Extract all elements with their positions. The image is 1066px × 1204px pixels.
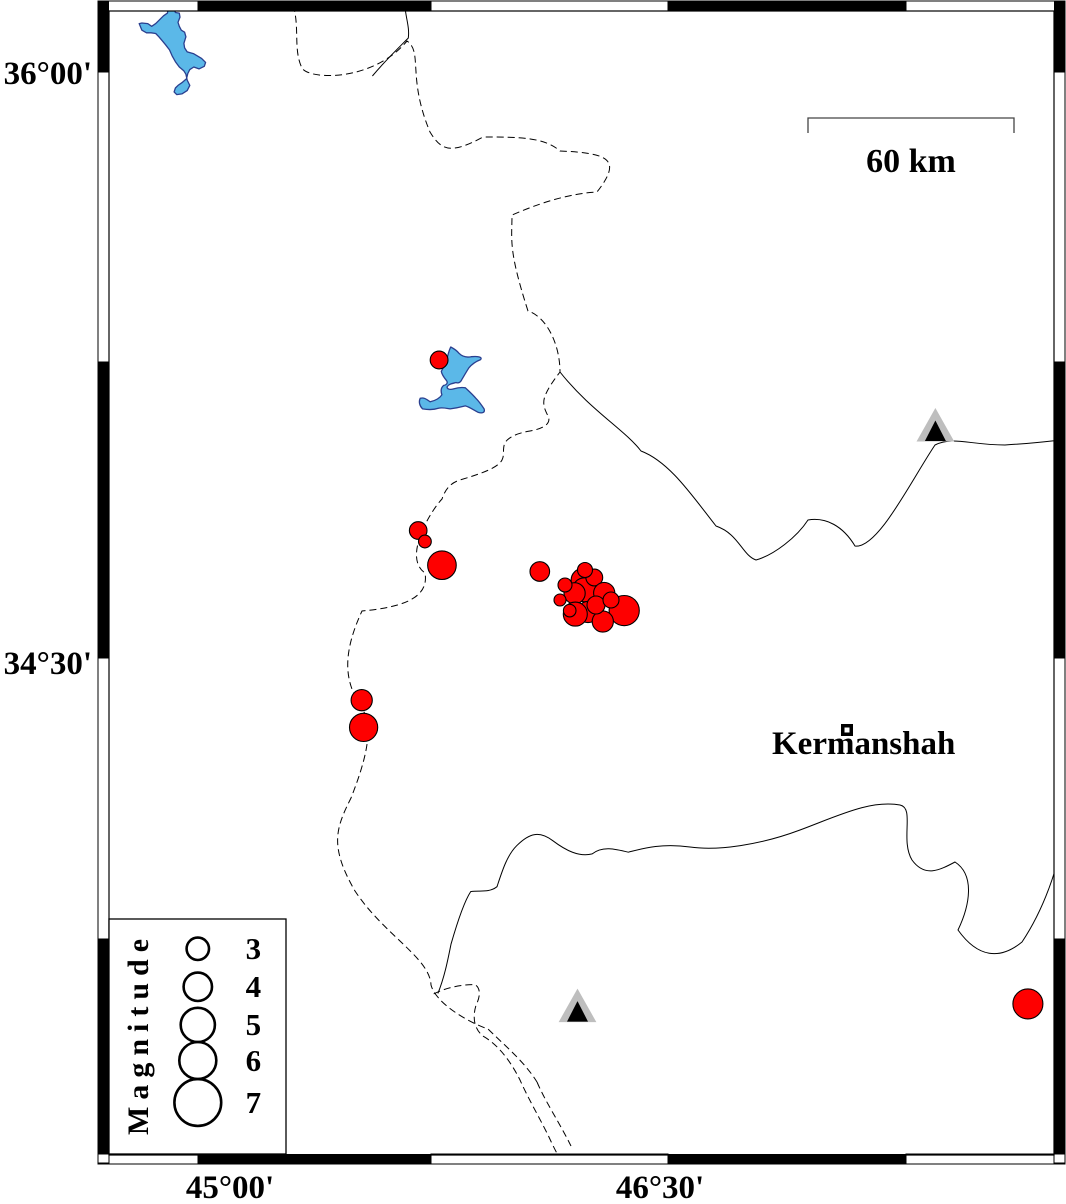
svg-text:46°30': 46°30' [616, 1170, 704, 1204]
svg-text:7: 7 [246, 1085, 262, 1120]
svg-text:36°00': 36°00' [4, 56, 92, 92]
svg-text:4: 4 [246, 969, 262, 1004]
svg-text:60 km: 60 km [866, 143, 956, 180]
svg-text:5: 5 [246, 1007, 262, 1042]
svg-text:Kermanshah: Kermanshah [772, 726, 955, 762]
svg-text:3: 3 [246, 931, 262, 966]
svg-text:34°30': 34°30' [4, 646, 92, 682]
svg-text:45°00': 45°00' [186, 1170, 274, 1204]
svg-text:Magnitude: Magnitude [122, 932, 155, 1135]
svg-text:6: 6 [246, 1043, 262, 1078]
